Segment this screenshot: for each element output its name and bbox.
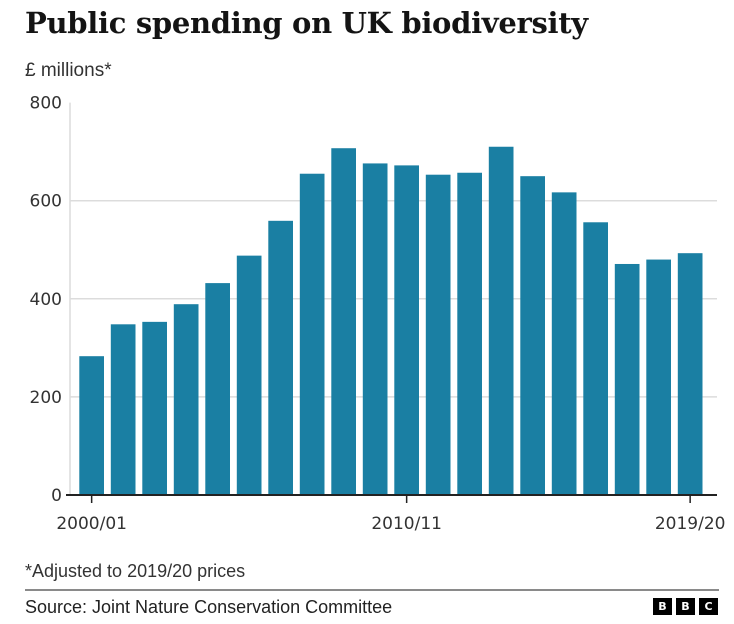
bar-2016-17 [583, 222, 608, 496]
bar-2010-11 [394, 165, 419, 495]
bar-2009-10 [362, 163, 388, 495]
bar-2005-06 [236, 255, 262, 495]
bar-2019-20 [677, 253, 703, 495]
bar-2013-14 [488, 146, 514, 495]
bar-2004-05 [205, 283, 230, 495]
bar-2002-03 [142, 321, 167, 495]
bar-2014-15 [520, 176, 545, 496]
y-tick-label: 0 [51, 486, 62, 506]
bar-2017-18 [614, 263, 640, 495]
bar-2012-13 [457, 172, 482, 495]
x-tick-label: 2000/01 [56, 514, 127, 534]
bar-2000-01 [79, 356, 104, 495]
bar-2006-07 [268, 220, 293, 496]
bbc-logo: B B C [653, 598, 718, 615]
footnote: *Adjusted to 2019/20 prices [25, 561, 246, 581]
bars [79, 146, 703, 496]
source-text: Source: Joint Nature Conservation Commit… [25, 597, 393, 617]
bar-2007-08 [299, 173, 325, 495]
y-tick-label: 600 [30, 192, 62, 212]
bar-2011-12 [425, 174, 451, 496]
x-axis-ticks: 2000/01 2010/11 2019/20 [56, 495, 725, 534]
y-tick-label: 400 [30, 290, 62, 310]
y-axis-unit-label: £ millions* [25, 60, 112, 81]
y-tick-label: 800 [30, 94, 62, 114]
chart-title: Public spending on UK biodiversity [25, 6, 588, 40]
bbc-logo-block: C [699, 598, 718, 615]
bbc-logo-block: B [676, 598, 695, 615]
x-tick-label: 2019/20 [655, 514, 726, 534]
y-axis-labels: 0 200 400 600 800 [30, 94, 62, 506]
bar-2001-02 [110, 324, 136, 495]
bar-2008-09 [331, 148, 356, 496]
bbc-logo-block: B [653, 598, 672, 615]
y-tick-label: 200 [30, 388, 62, 408]
bar-2015-16 [551, 192, 577, 495]
bar-2003-04 [173, 304, 199, 495]
bar-2018-19 [646, 259, 671, 495]
x-tick-label: 2010/11 [371, 514, 442, 534]
footer-divider [25, 589, 719, 591]
bar-chart: 0 200 400 600 800 2000/01 2010/11 2019/20 [30, 94, 726, 534]
